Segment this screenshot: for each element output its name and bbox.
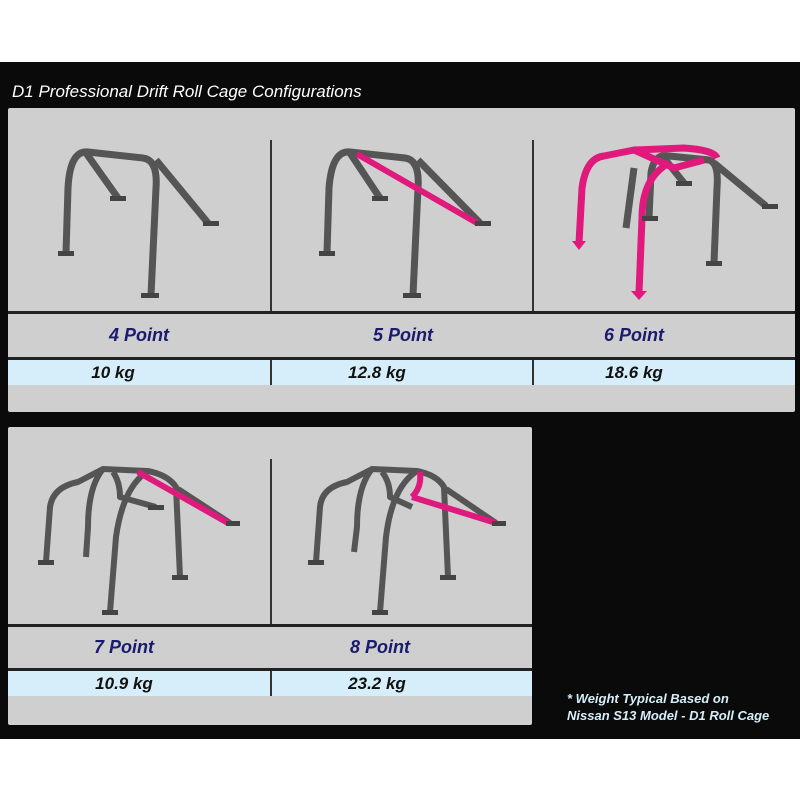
divider <box>8 311 795 314</box>
divider <box>8 357 795 360</box>
footnote-line-1: * Weight Typical Based on <box>567 691 729 706</box>
column-divider <box>270 140 272 312</box>
cage-label-6-point: 6 Point <box>603 325 664 345</box>
cage-image-6-point <box>534 108 795 312</box>
cage-4-point-drawing <box>58 148 219 298</box>
weight-row: 10 kg 12.8 kg 18.6 kg <box>8 360 795 385</box>
divider <box>8 624 532 627</box>
cage-label-7-point: 7 Point <box>93 637 154 657</box>
cage-weight-6-point: 18.6 kg <box>605 363 663 382</box>
cage-weight-8-point: 23.2 kg <box>348 674 406 693</box>
cage-label-4-point: 4 Point <box>108 325 169 345</box>
cage-8-point-drawing <box>308 466 506 615</box>
cage-7-point-drawing <box>38 466 240 615</box>
cage-weight-5-point: 12.8 kg <box>348 363 406 382</box>
cage-label-8-point: 8 Point <box>349 637 410 657</box>
weight-footnote: * Weight Typical Based on Nissan S13 Mod… <box>567 690 769 724</box>
weight-row: 10.9 kg 23.2 kg <box>8 671 532 696</box>
cage-image-5-point <box>272 108 534 312</box>
divider <box>8 668 532 671</box>
page-title: D1 Professional Drift Roll Cage Configur… <box>12 82 362 101</box>
column-divider <box>532 360 534 385</box>
bottom-panel: 7 Point 8 Point 10.9 kg 23.2 kg <box>8 427 532 725</box>
cage-weight-7-point: 10.9 kg <box>95 674 153 693</box>
cage-image-7-point <box>8 427 270 625</box>
column-divider <box>270 360 272 385</box>
cage-label-5-point: 5 Point <box>372 325 433 345</box>
top-panel: 4 Point 5 Point 6 Point 10 kg 12.8 kg 18… <box>8 108 795 412</box>
cage-image-8-point <box>272 427 532 625</box>
column-divider <box>532 140 534 312</box>
column-divider <box>270 671 272 696</box>
column-divider <box>270 459 272 625</box>
cage-6-point-drawing <box>572 144 778 300</box>
cage-5-point-drawing <box>319 148 491 298</box>
cage-weight-4-point: 10 kg <box>91 363 135 382</box>
cage-image-4-point <box>8 108 270 312</box>
footnote-line-2: Nissan S13 Model - D1 Roll Cage <box>567 708 770 723</box>
